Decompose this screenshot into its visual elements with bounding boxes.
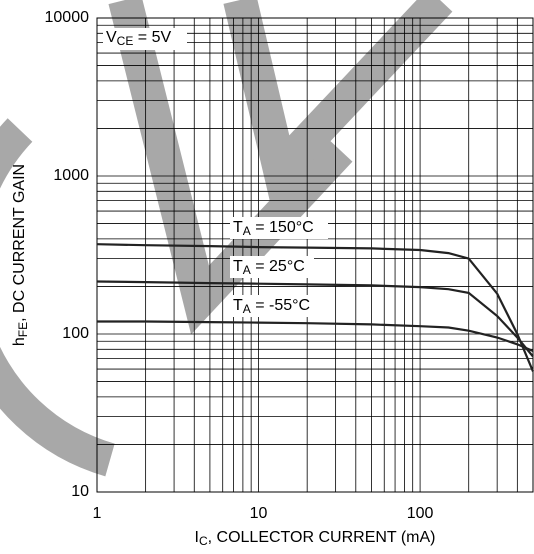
annotation-rest: = 5V [133, 29, 171, 46]
x-axis-label: IC, COLLECTOR CURRENT (mA) [195, 529, 436, 548]
label-background [230, 295, 314, 317]
curve [96, 243, 534, 372]
y-tick-label: 100 [62, 325, 89, 342]
annotation: VCE = 5V [106, 29, 171, 48]
y-tick-label: 1000 [53, 167, 89, 184]
series-label-main: T [233, 297, 243, 314]
watermark-stroke [223, 0, 453, 205]
series-label-sub: A [243, 224, 251, 238]
y-axis-label: hFE, DC CURRENT GAIN [11, 164, 30, 346]
series-label-sub: A [243, 263, 251, 277]
curve [96, 280, 534, 358]
annotation-sub: CE [117, 34, 134, 48]
curve [97, 320, 534, 353]
x-tick-label: 100 [407, 505, 434, 522]
x-axis-label-rest: , COLLECTOR CURRENT (mA) [208, 529, 436, 546]
series-label-rest: = 25°C [251, 258, 305, 275]
y-axis-label-sub: FE [16, 322, 30, 337]
series-label-main: T [233, 219, 243, 236]
y-axis-label-rest: , DC CURRENT GAIN [11, 164, 28, 322]
y-tick-label: 10 [71, 483, 89, 500]
series-label: TA = 150°C [233, 219, 314, 238]
x-axis-label-sub: C [199, 534, 208, 548]
label-background [230, 256, 314, 278]
series-label-rest: = 150°C [251, 219, 314, 236]
x-tick-label: 1 [93, 505, 102, 522]
label-background [230, 217, 328, 239]
watermark-stroke [108, 0, 353, 335]
series-label-sub: A [243, 302, 251, 316]
x-axis-label-main: I [195, 529, 199, 546]
y-axis-label-main: h [11, 337, 28, 346]
series-label-main: T [233, 258, 243, 275]
annotation-background [103, 28, 187, 50]
annotation-main: V [106, 29, 117, 46]
watermark-arc [0, 118, 115, 477]
y-tick-label: 10000 [45, 9, 90, 26]
x-tick-label: 10 [250, 505, 268, 522]
series-label: TA = 25°C [233, 258, 305, 277]
watermark [0, 0, 453, 477]
series-label: TA = -55°C [233, 297, 310, 316]
series-label-rest: = -55°C [251, 297, 310, 314]
